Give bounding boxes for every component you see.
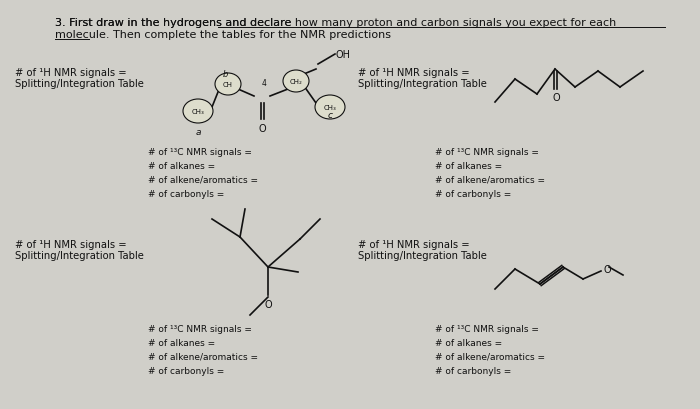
Text: O: O: [264, 299, 272, 309]
Text: # of carbonyls =: # of carbonyls =: [148, 366, 224, 375]
Text: Splitting/Integration Table: Splitting/Integration Table: [15, 79, 144, 89]
Text: # of alkanes =: # of alkanes =: [148, 162, 215, 171]
Text: # of alkene/aromatics =: # of alkene/aromatics =: [148, 175, 258, 184]
Text: 4: 4: [262, 79, 267, 88]
Text: OH: OH: [336, 50, 351, 60]
Text: # of ¹³C NMR signals =: # of ¹³C NMR signals =: [435, 148, 539, 157]
Text: O: O: [552, 93, 560, 103]
Text: O: O: [603, 264, 610, 274]
Text: CH: CH: [223, 82, 233, 88]
Text: # of ¹³C NMR signals =: # of ¹³C NMR signals =: [148, 324, 252, 333]
Text: c: c: [328, 111, 332, 120]
Text: molecule. Then complete the tables for the NMR predictions: molecule. Then complete the tables for t…: [55, 30, 391, 40]
Text: # of ¹³C NMR signals =: # of ¹³C NMR signals =: [435, 324, 539, 333]
Text: # of alkanes =: # of alkanes =: [435, 338, 502, 347]
Text: # of alkene/aromatics =: # of alkene/aromatics =: [435, 352, 545, 361]
Text: # of alkene/aromatics =: # of alkene/aromatics =: [435, 175, 545, 184]
Text: Splitting/Integration Table: Splitting/Integration Table: [15, 250, 144, 261]
Text: b: b: [223, 70, 228, 79]
Text: # of carbonyls =: # of carbonyls =: [435, 189, 511, 198]
Text: # of ¹H NMR signals =: # of ¹H NMR signals =: [358, 239, 470, 249]
Text: # of alkene/aromatics =: # of alkene/aromatics =: [148, 352, 258, 361]
Text: # of ¹H NMR signals =: # of ¹H NMR signals =: [358, 68, 470, 78]
Text: # of ¹H NMR signals =: # of ¹H NMR signals =: [15, 239, 127, 249]
Ellipse shape: [283, 71, 309, 93]
Text: CH₃: CH₃: [323, 105, 337, 111]
Text: Splitting/Integration Table: Splitting/Integration Table: [358, 250, 487, 261]
Ellipse shape: [215, 74, 241, 96]
Ellipse shape: [315, 96, 345, 120]
Text: # of carbonyls =: # of carbonyls =: [148, 189, 224, 198]
Text: 3. First draw in the hydrogens and declare how many proton and carbon signals yo: 3. First draw in the hydrogens and decla…: [55, 18, 616, 28]
Text: # of alkanes =: # of alkanes =: [435, 162, 502, 171]
Text: # of carbonyls =: # of carbonyls =: [435, 366, 511, 375]
Text: # of alkanes =: # of alkanes =: [148, 338, 215, 347]
Ellipse shape: [183, 100, 213, 124]
Text: # of ¹³C NMR signals =: # of ¹³C NMR signals =: [148, 148, 252, 157]
Text: CH₂: CH₂: [290, 79, 302, 85]
Text: 3. First draw in the hydrogens and declare: 3. First draw in the hydrogens and decla…: [55, 18, 295, 28]
Text: O: O: [258, 124, 266, 134]
Text: # of ¹H NMR signals =: # of ¹H NMR signals =: [15, 68, 127, 78]
Text: a: a: [195, 128, 201, 137]
Text: Splitting/Integration Table: Splitting/Integration Table: [358, 79, 487, 89]
Text: CH₃: CH₃: [192, 109, 204, 115]
